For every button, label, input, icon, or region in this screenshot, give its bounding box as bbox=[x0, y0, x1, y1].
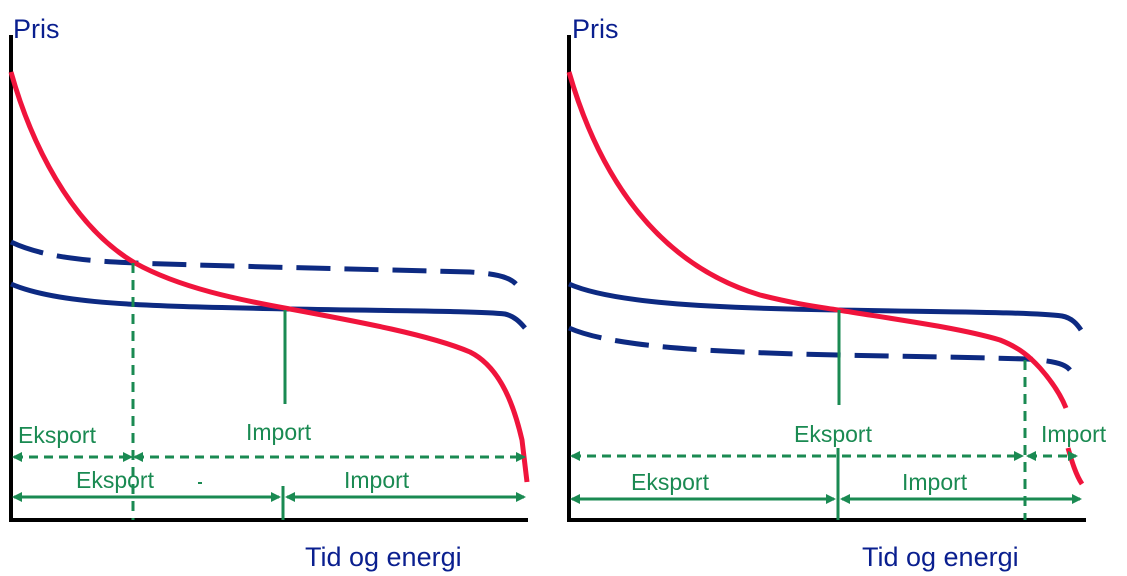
left-solid-label-import: Import bbox=[344, 467, 410, 493]
left-y-axis-label: Pris bbox=[13, 14, 60, 44]
panel-right: Pris Tid og energi Eksport Import Ekspor… bbox=[566, 14, 1107, 572]
left-solid-blue-curve bbox=[10, 281, 527, 330]
right-dashed-label-eksport: Eksport bbox=[794, 421, 873, 447]
right-y-axis-label: Pris bbox=[572, 14, 619, 44]
right-x-axis-label: Tid og energi bbox=[862, 542, 1019, 572]
right-solid-label-eksport: Eksport bbox=[631, 469, 710, 495]
right-red-curve bbox=[566, 71, 1069, 409]
left-dashed-label-eksport: Eksport bbox=[18, 422, 97, 448]
left-red-curve bbox=[8, 71, 530, 483]
right-solid-blue-curve bbox=[567, 281, 1084, 332]
right-dashed-label-import: Import bbox=[1041, 421, 1107, 447]
left-solid-label-eksport: Eksport bbox=[76, 467, 155, 493]
right-red-curve-tail bbox=[1065, 447, 1085, 486]
left-dashed-label-import: Import bbox=[246, 419, 312, 445]
right-dashed-blue-curve bbox=[567, 325, 1072, 372]
left-dashed-blue-curve bbox=[9, 239, 518, 286]
right-solid-label-import: Import bbox=[902, 469, 968, 495]
panel-left: Pris Tid og energi Eksport Import Ekspor… bbox=[8, 14, 530, 572]
left-x-axis-label: Tid og energi bbox=[305, 542, 462, 572]
